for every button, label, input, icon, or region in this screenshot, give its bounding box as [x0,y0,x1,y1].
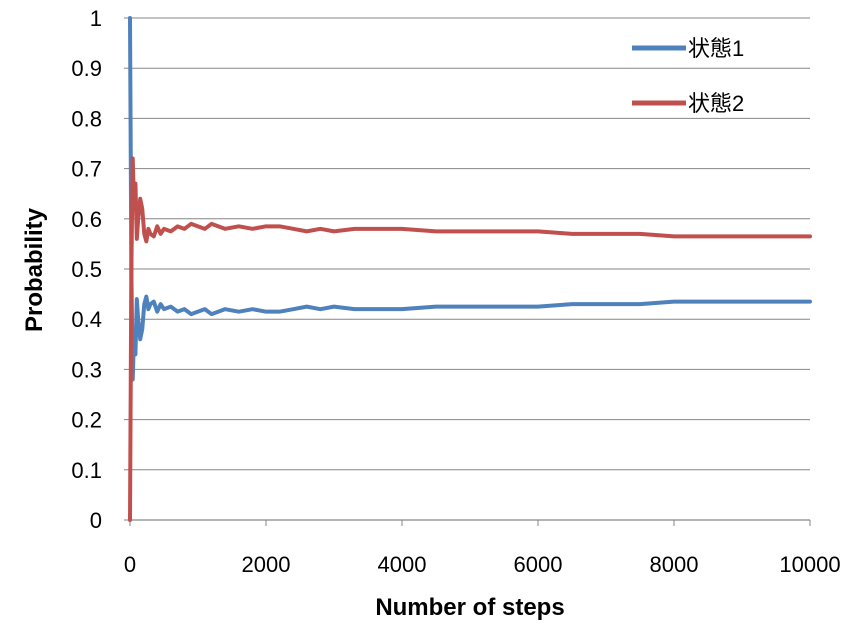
y-tick-label: 0.2 [71,408,102,433]
y-tick-label: 1 [90,6,102,31]
x-tick-labels: 0 2000 4000 6000 8000 10000 [124,552,841,577]
x-tick-label: 0 [124,552,136,577]
y-tick-label: 0.7 [71,157,102,182]
y-tick-label: 0.1 [71,458,102,483]
y-axis-title: Probability [21,207,48,332]
series-line-2 [128,156,812,522]
y-tick-label: 0.9 [71,56,102,81]
legend: 状態1 状態2 [632,36,744,116]
y-tick-label: 0.6 [71,207,102,232]
x-tick-label: 10000 [779,552,840,577]
y-tick-label: 0.8 [71,106,102,131]
series-lines [128,16,812,522]
y-tick-label: 0 [90,508,102,533]
x-tick-label: 4000 [378,552,427,577]
series-line-1 [128,16,812,382]
x-axis-title: Number of steps [375,594,564,621]
y-tick-label: 0.4 [71,307,102,332]
x-tick-label: 6000 [514,552,563,577]
legend-label-2: 状態2 [688,91,744,116]
y-tick-label: 0.5 [71,257,102,282]
gridlines [130,17,810,471]
legend-label-1: 状態1 [688,36,744,61]
y-tick-label: 0.3 [71,357,102,382]
x-tick-label: 8000 [650,552,699,577]
x-tick-label: 2000 [242,552,291,577]
y-tick-labels: 0 0.1 0.2 0.3 0.4 0.5 0.6 0.7 0.8 0.9 1 [71,6,102,533]
